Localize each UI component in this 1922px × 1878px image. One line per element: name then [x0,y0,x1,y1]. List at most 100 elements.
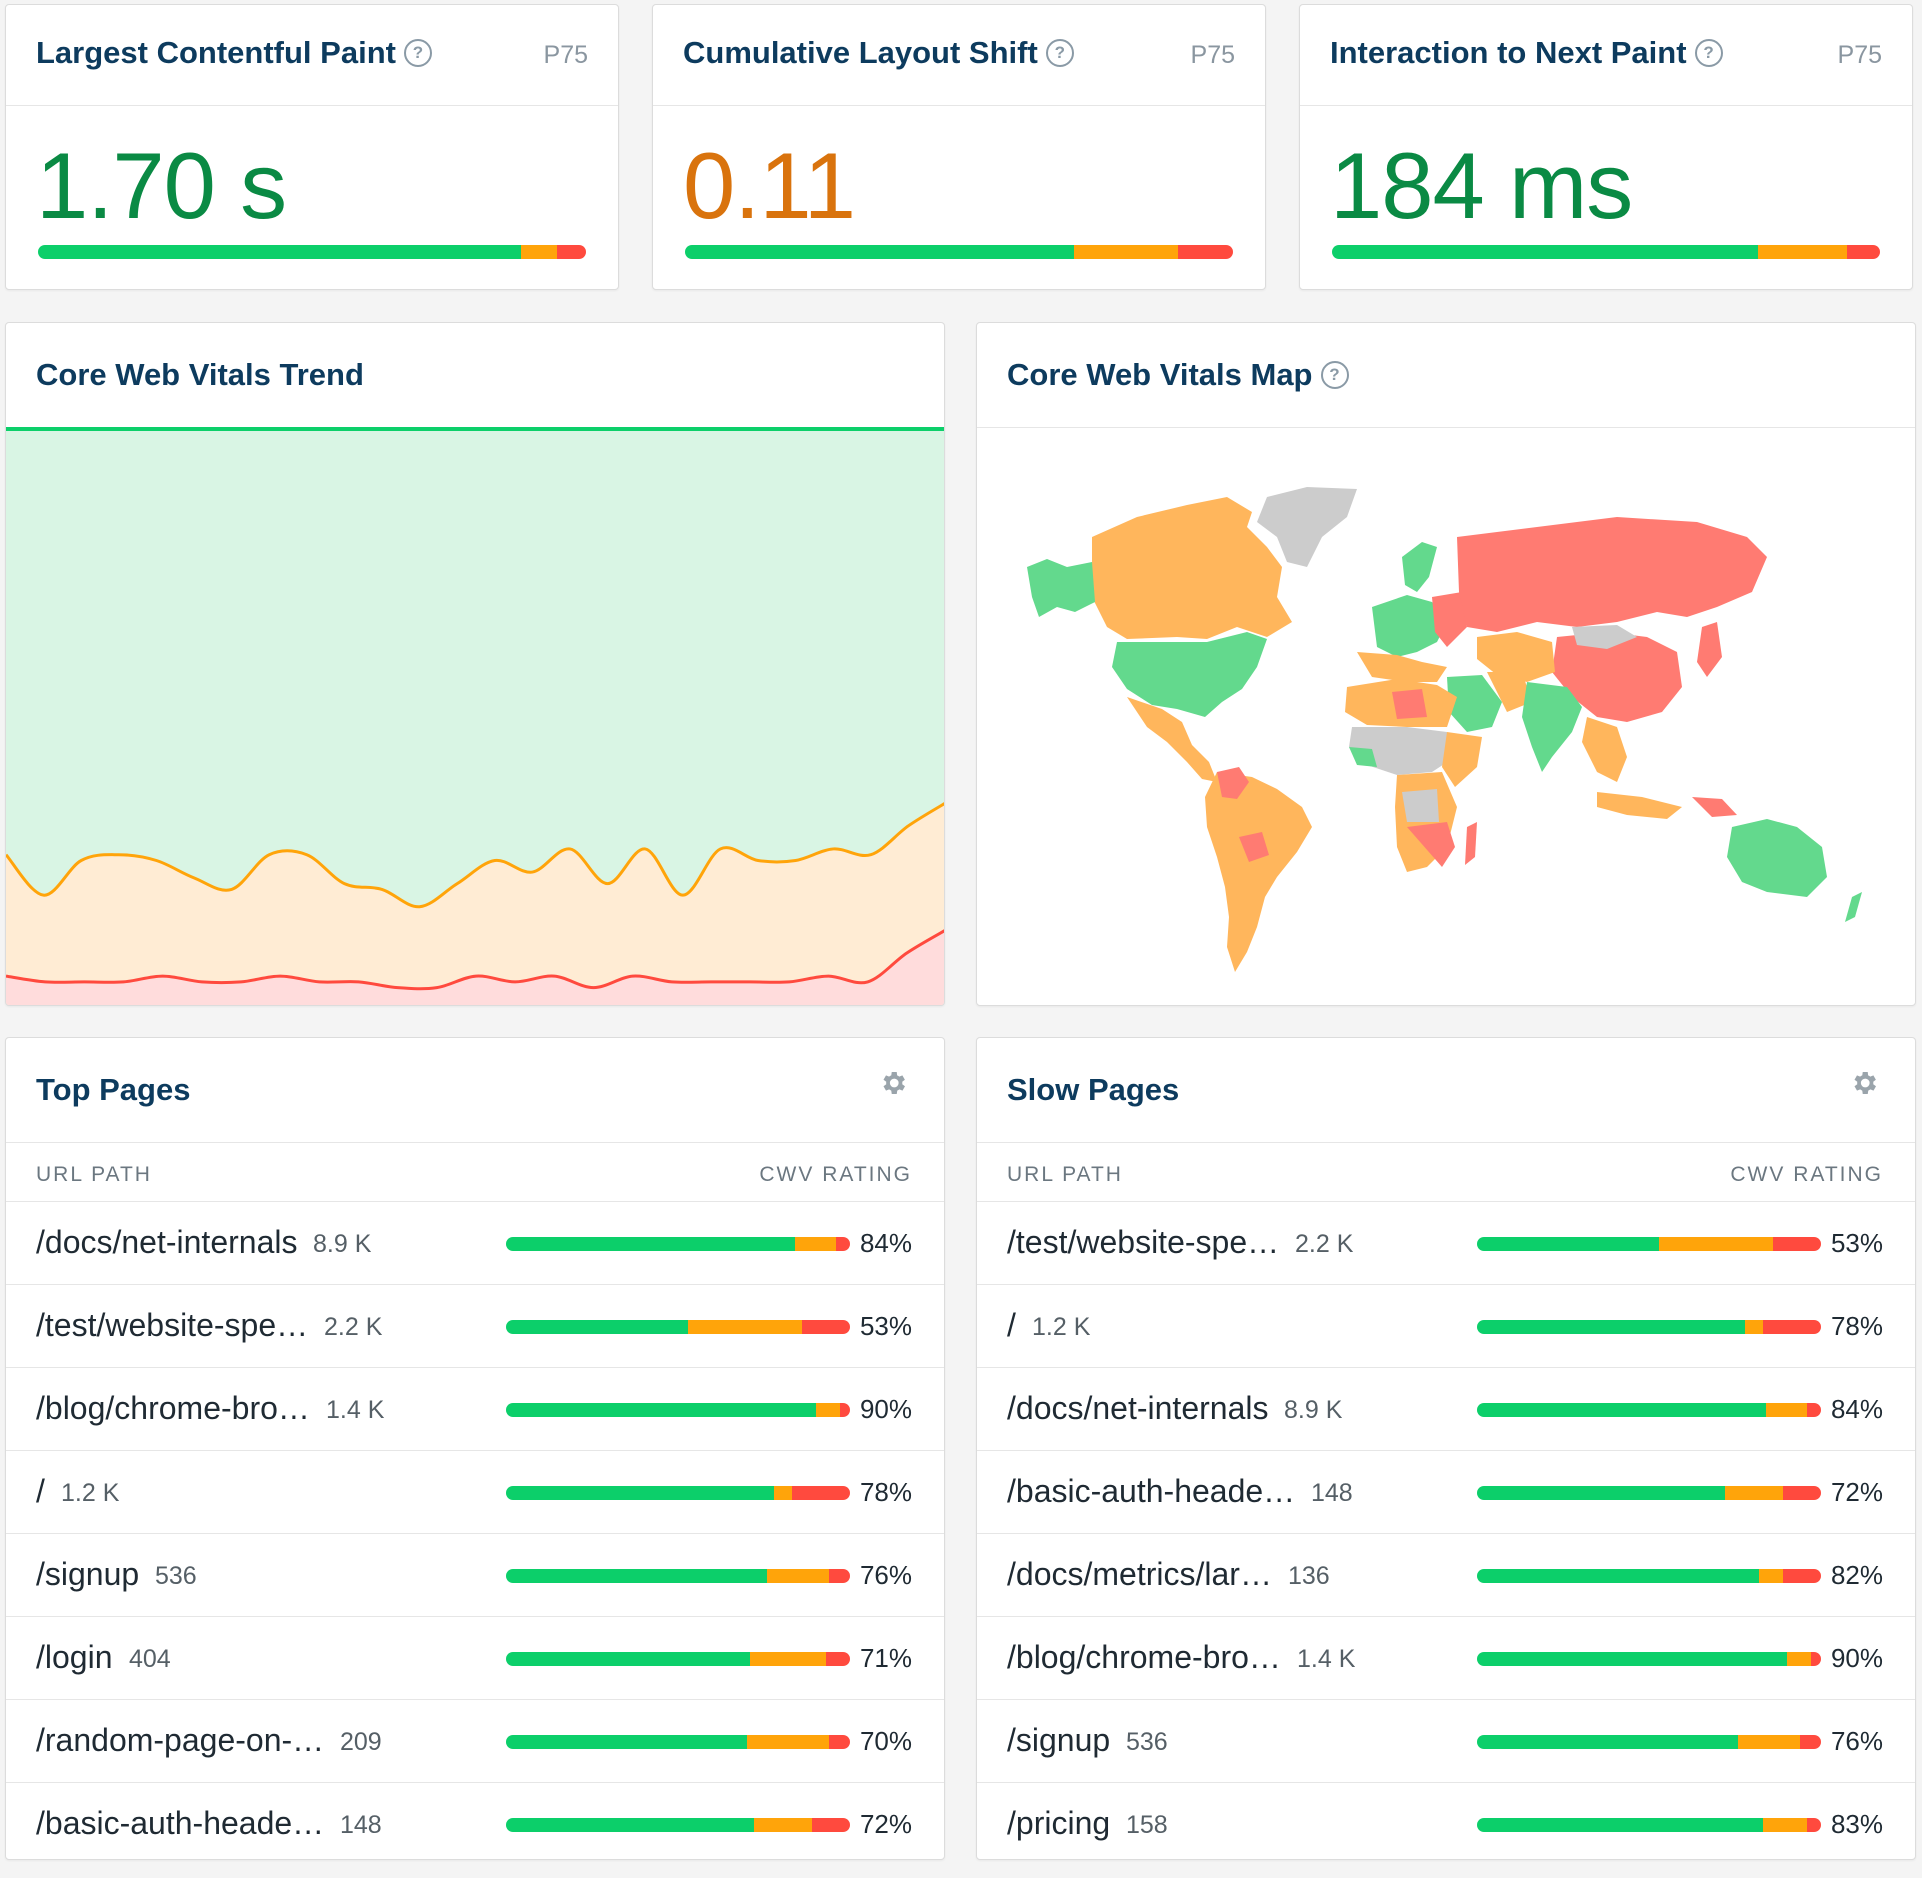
map-region-bolivia [1239,832,1269,862]
table-row[interactable]: /docs/metrics/lar… 136 82% [977,1534,1915,1617]
table-row[interactable]: /blog/chrome-bro… 1.4 K 90% [6,1368,944,1451]
table-row[interactable]: /basic-auth-heade… 148 72% [6,1783,944,1859]
poor-segment [1807,1403,1821,1417]
lcp-title: Largest Contentful Paint? [36,35,432,71]
url-path-header[interactable]: URL PATH [1007,1163,1123,1186]
poor-segment [829,1569,850,1583]
map-region-southern-africa [1407,822,1455,867]
needs-improvement-area [6,803,944,1005]
poor-segment [1807,1818,1821,1832]
url-path[interactable]: /signup [1007,1722,1111,1758]
needs-improvement-segment [1074,245,1179,259]
table-row[interactable]: /signup 536 76% [6,1534,944,1617]
table-row[interactable]: /docs/net-internals 8.9 K 84% [6,1202,944,1285]
url-path[interactable]: /blog/chrome-bro… [1007,1639,1281,1675]
help-icon[interactable]: ? [403,38,432,67]
table-row[interactable]: / 1.2 K 78% [6,1451,944,1534]
cwv-rating-bar [1477,1237,1821,1251]
cls-value: 0.11 [683,133,856,238]
cwv-rating-percent: 90% [1830,1643,1883,1673]
table-row[interactable]: /random-page-on-… 209 70% [6,1700,944,1783]
cls-title: Cumulative Layout Shift? [683,35,1074,71]
url-path[interactable]: / [36,1473,45,1509]
map-region-south-america [1205,772,1312,972]
table-row[interactable]: /docs/net-internals 8.9 K 84% [977,1368,1915,1451]
world-map[interactable] [977,427,1916,1005]
inp-distribution-bar [1332,245,1880,259]
url-path[interactable]: /basic-auth-heade… [1007,1473,1296,1509]
table-row[interactable]: /test/website-spe… 2.2 K 53% [6,1285,944,1368]
needs-improvement-segment [1765,1403,1808,1417]
url-path[interactable]: /test/website-spe… [1007,1224,1280,1260]
table-row[interactable]: /pricing 158 83% [977,1783,1915,1859]
map-region-alaska [1027,559,1095,617]
url-path[interactable]: /pricing [1007,1805,1111,1841]
url-path[interactable]: / [1007,1307,1016,1343]
map-region-china [1552,632,1682,722]
pageview-count: 1.4 K [1297,1645,1356,1673]
map-region-western-europe [1372,595,1447,657]
gear-icon[interactable] [1849,1068,1879,1098]
good-segment [506,1237,795,1251]
cwv-rating-percent: 90% [859,1394,912,1424]
cwv-rating-header[interactable]: CWV RATING [1730,1163,1883,1186]
cwv-rating-percent: 70% [859,1726,912,1756]
url-path[interactable]: /random-page-on-… [36,1722,325,1758]
map-region-russia [1457,517,1767,632]
help-icon[interactable]: ? [1694,38,1723,67]
url-path-header[interactable]: URL PATH [36,1163,152,1186]
poor-segment [1810,1652,1821,1666]
good-segment [506,1652,751,1666]
pageview-count: 8.9 K [1284,1396,1343,1424]
needs-improvement-segment [774,1486,792,1500]
cwv-rating-bar [1477,1403,1821,1417]
good-segment [1332,245,1759,259]
pageview-count: 148 [340,1811,382,1839]
table-row[interactable]: /login 404 71% [6,1617,944,1700]
poor-segment [1800,1735,1821,1749]
needs-improvement-segment [750,1652,826,1666]
map-region-india [1522,682,1582,772]
url-path[interactable]: /signup [36,1556,140,1592]
table-row[interactable]: / 1.2 K 78% [977,1285,1915,1368]
table-row[interactable]: /signup 536 76% [977,1700,1915,1783]
cwv-rating-percent: 71% [859,1643,912,1673]
url-path[interactable]: /login [36,1639,113,1675]
good-segment [506,1818,754,1832]
needs-improvement-segment [753,1818,813,1832]
poor-segment [812,1818,850,1832]
trend-chart[interactable] [6,427,945,1005]
cwv-rating-bar [1477,1818,1821,1832]
url-path[interactable]: /blog/chrome-bro… [36,1390,310,1426]
good-segment [1477,1486,1725,1500]
cwv-rating-percent: 82% [1830,1560,1883,1590]
good-segment [1477,1818,1763,1832]
cwv-rating-bar [506,1486,850,1500]
good-segment [1477,1569,1760,1583]
url-path[interactable]: /test/website-spe… [36,1307,309,1343]
map-region-mexico [1127,697,1217,782]
gear-icon[interactable] [878,1068,908,1098]
table-row[interactable]: /blog/chrome-bro… 1.4 K 90% [977,1617,1915,1700]
map-title: Core Web Vitals Map? [1007,357,1349,393]
poor-area [6,931,944,1005]
url-path[interactable]: /docs/net-internals [1007,1390,1269,1426]
url-path[interactable]: /basic-auth-heade… [36,1805,325,1841]
poor-segment [836,1237,850,1251]
poor-segment [1772,1237,1821,1251]
help-icon[interactable]: ? [1320,360,1349,389]
cwv-rating-header[interactable]: CWV RATING [759,1163,912,1186]
cwv-rating-percent: 72% [1830,1477,1883,1507]
table-row[interactable]: /test/website-spe… 2.2 K 53% [977,1202,1915,1285]
cwv-rating-bar [1477,1569,1821,1583]
good-segment [38,245,522,259]
pageview-count: 136 [1288,1562,1330,1590]
help-icon[interactable]: ? [1045,38,1074,67]
url-path[interactable]: /docs/net-internals [36,1224,298,1260]
map-region-colombia [1217,767,1249,799]
cwv-rating-bar [1477,1735,1821,1749]
pageview-count: 1.4 K [326,1396,385,1424]
table-row[interactable]: /basic-auth-heade… 148 72% [977,1451,1915,1534]
cwv-rating-percent: 84% [859,1228,912,1258]
url-path[interactable]: /docs/metrics/lar… [1007,1556,1272,1592]
